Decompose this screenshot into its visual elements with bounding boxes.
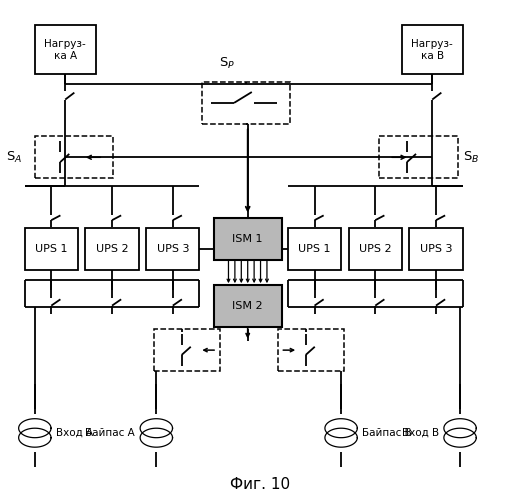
- Text: UPS 3: UPS 3: [156, 244, 189, 254]
- Bar: [410, 228, 463, 270]
- Text: Фиг. 10: Фиг. 10: [230, 478, 290, 492]
- Text: S$_A$: S$_A$: [6, 150, 22, 165]
- Bar: [202, 82, 291, 124]
- Text: UPS 2: UPS 2: [359, 244, 392, 254]
- Bar: [35, 136, 114, 178]
- Text: Нагруз-
ка А: Нагруз- ка А: [44, 39, 86, 60]
- Text: UPS 2: UPS 2: [96, 244, 128, 254]
- Text: Вход В: Вход В: [401, 428, 439, 438]
- Text: Нагруз-
ка В: Нагруз- ка В: [411, 39, 453, 60]
- Text: Байпас А: Байпас А: [85, 428, 135, 438]
- Bar: [146, 228, 199, 270]
- Bar: [86, 228, 139, 270]
- Text: ISM 2: ISM 2: [232, 300, 263, 310]
- Bar: [402, 25, 463, 74]
- Text: Вход А: Вход А: [56, 428, 93, 438]
- Bar: [214, 218, 282, 260]
- Bar: [288, 228, 341, 270]
- Text: S$_P$: S$_P$: [219, 56, 235, 71]
- Text: S$_B$: S$_B$: [463, 150, 479, 165]
- Bar: [379, 136, 458, 178]
- Bar: [154, 329, 220, 371]
- Bar: [25, 228, 78, 270]
- Bar: [214, 284, 282, 327]
- Text: UPS 1: UPS 1: [35, 244, 68, 254]
- Text: UPS 3: UPS 3: [420, 244, 452, 254]
- Bar: [278, 329, 344, 371]
- Text: UPS 1: UPS 1: [298, 244, 331, 254]
- Bar: [349, 228, 402, 270]
- Bar: [35, 25, 95, 74]
- Text: Байпас В: Байпас В: [362, 428, 412, 438]
- Text: ISM 1: ISM 1: [233, 234, 263, 244]
